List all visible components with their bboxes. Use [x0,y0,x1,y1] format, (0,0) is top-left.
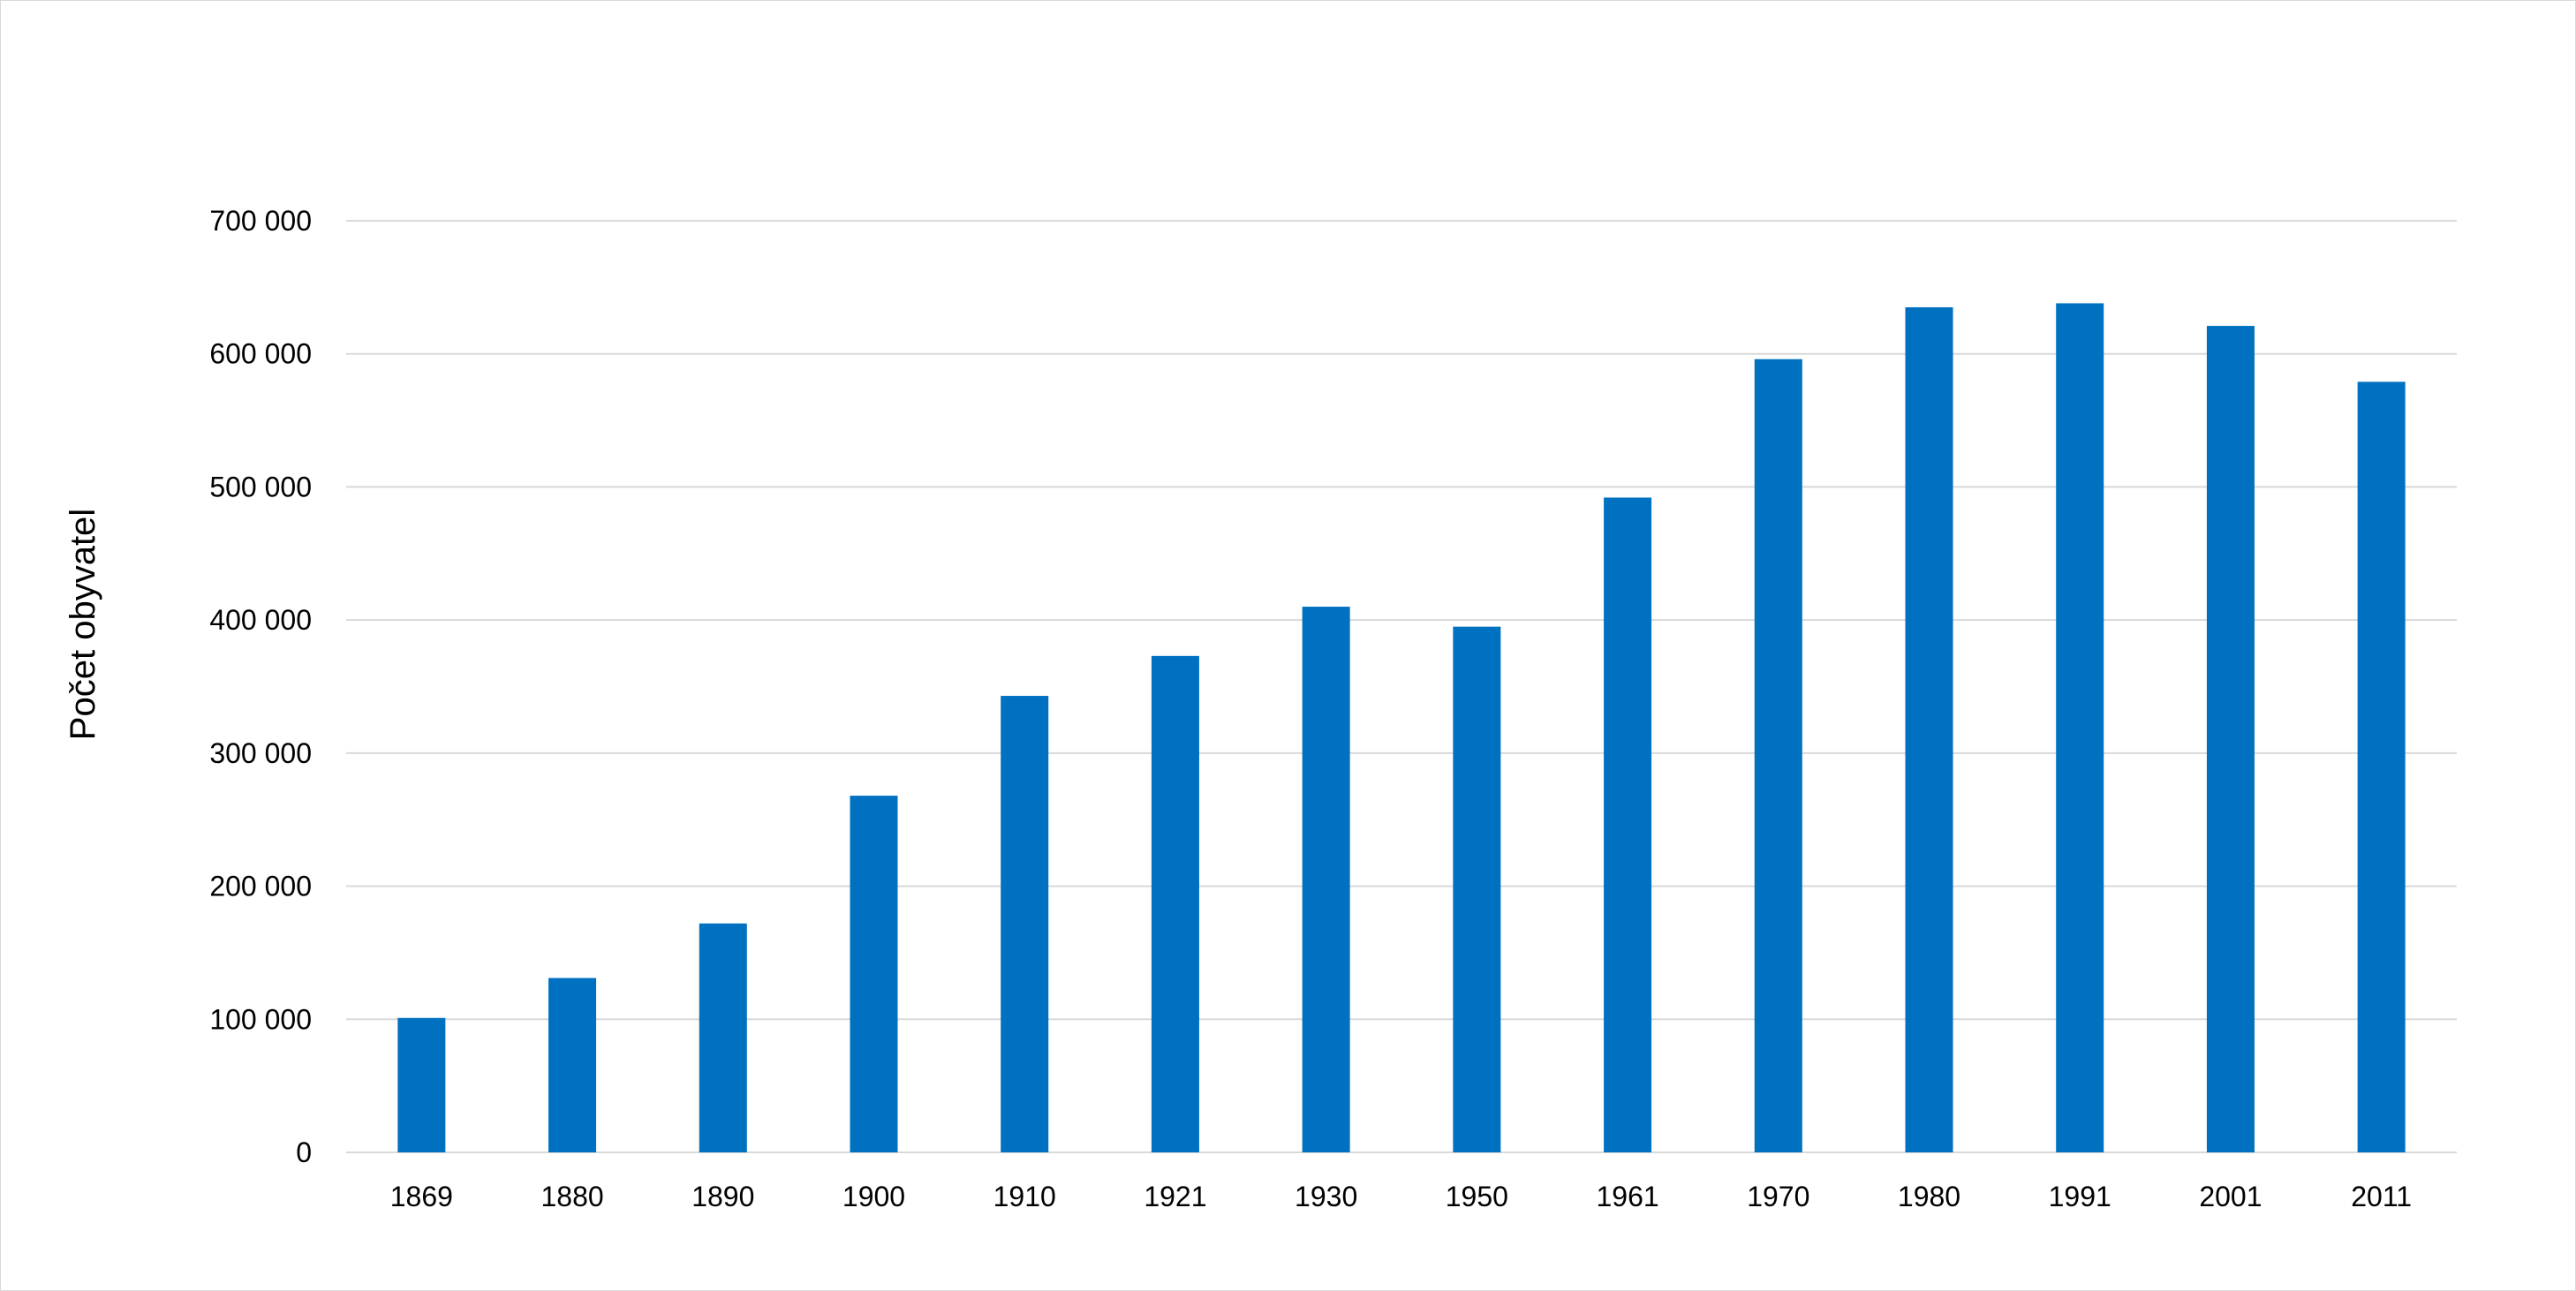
x-tick-label: 1900 [842,1181,905,1212]
bar-1930 [1302,607,1350,1152]
x-tick-labels: 1869 1880 1890 1900 1910 1921 1930 1950 1961 1970… [390,1181,2412,1212]
y-tick-label: 600 000 [209,338,312,370]
x-tick-label: 1980 [1898,1181,1960,1212]
bar-1869 [397,1017,446,1152]
x-tick-label: 1869 [390,1181,453,1212]
bar-1991 [2056,303,2104,1152]
y-tick-label: 0 [296,1136,312,1168]
bars [397,303,2406,1153]
y-axis-title: Počet obyvatel [64,509,102,740]
y-tick-label: 100 000 [209,1003,312,1035]
x-tick-label: 1950 [1446,1181,1508,1212]
bar-1950 [1453,626,1501,1152]
x-tick-label: 1890 [691,1181,754,1212]
x-tick-label: 1880 [540,1181,603,1212]
y-tick-label: 400 000 [209,604,312,636]
bar-1970 [1754,359,1802,1152]
bar-1890 [699,923,747,1152]
y-tick-label: 500 000 [209,471,312,502]
gridlines [346,220,2457,1153]
x-tick-label: 1910 [993,1181,1056,1212]
bar-1980 [1905,306,1953,1152]
x-tick-label: 2011 [2351,1181,2412,1212]
bar-1910 [1001,696,1049,1152]
bar-2011 [2357,381,2406,1153]
x-tick-label: 1991 [2049,1181,2111,1212]
x-tick-label: 1961 [1596,1181,1658,1212]
bar-1880 [548,978,597,1152]
y-tick-label: 300 000 [209,737,312,769]
x-tick-label: 1921 [1144,1181,1206,1212]
bar-1900 [850,796,898,1152]
bar-1961 [1604,497,1652,1152]
x-tick-label: 1970 [1747,1181,1809,1212]
y-tick-labels: 0 100 000 200 000 300 000 400 000 500 000 600 … [209,205,312,1168]
y-tick-label: 200 000 [209,871,312,902]
x-tick-label: 2001 [2199,1181,2262,1212]
x-tick-label: 1930 [1295,1181,1357,1212]
bar-1921 [1151,655,1199,1152]
bar-2001 [2206,326,2255,1152]
y-tick-label: 700 000 [209,205,312,237]
